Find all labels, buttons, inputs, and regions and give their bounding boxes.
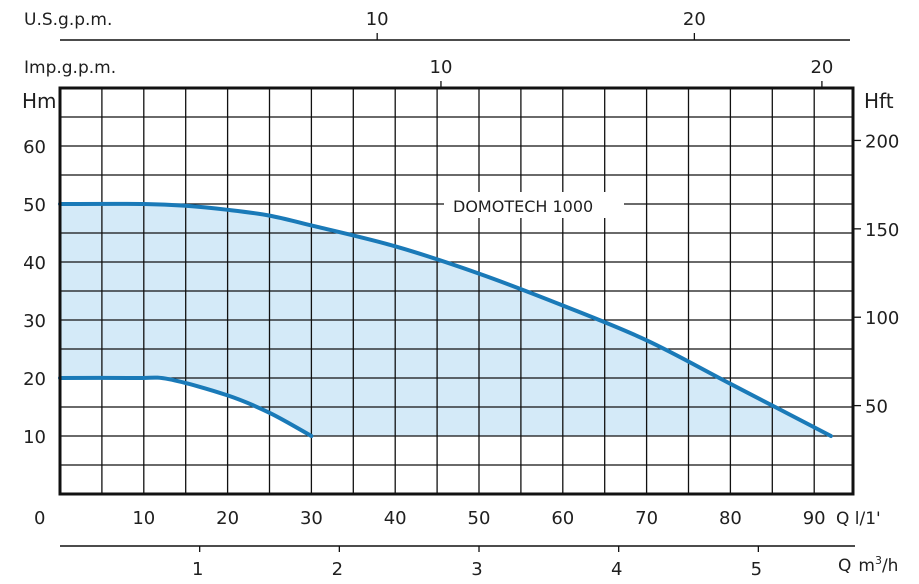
q-lmin-axis-label: Q l/1' — [836, 509, 881, 529]
x-tick-label: 20 — [216, 508, 239, 529]
y-right-tick-label: 150 — [865, 220, 899, 241]
x-tick-label: 60 — [551, 508, 574, 529]
y-tick-label: 60 — [23, 137, 46, 158]
model-name: DOMOTECH 1000 — [453, 197, 593, 216]
m3h-tick-label: 5 — [751, 559, 762, 580]
x-tick-label: 10 — [132, 508, 155, 529]
y-tick-label: 20 — [23, 369, 46, 390]
x-zero-label: 0 — [34, 508, 45, 529]
m3h-tick-label: 2 — [332, 559, 343, 580]
us-gpm-tick-label: 10 — [366, 9, 389, 30]
x-tick-label: 80 — [719, 508, 742, 529]
x-tick-label: 50 — [468, 508, 491, 529]
x-tick-label: 90 — [803, 508, 826, 529]
curves — [58, 201, 833, 438]
plot-frame — [58, 39, 855, 547]
max-head-curve — [58, 201, 833, 438]
y-right-tick-label: 100 — [865, 308, 899, 329]
tick-labels: 10 20 30 40 50 60 70 80 901020304050605010015020… — [23, 9, 899, 580]
imp-gpm-tick-label: 20 — [810, 57, 833, 78]
y-right-tick-label: 50 — [865, 397, 888, 418]
y-tick-label: 10 — [23, 427, 46, 448]
x-tick-label: 40 — [384, 508, 407, 529]
m3h-tick-label: 1 — [192, 559, 203, 580]
m3h-tick-label: 4 — [611, 559, 622, 580]
x-tick-label: 70 — [635, 508, 658, 529]
us-gpm-axis-label: U.S.g.p.m. — [24, 10, 112, 30]
x-tick-label: 30 — [300, 508, 323, 529]
min-head-curve — [58, 375, 314, 438]
y-right-tick-label: 200 — [865, 131, 899, 152]
us-gpm-tick-label: 20 — [683, 9, 706, 30]
y-tick-label: 40 — [23, 253, 46, 274]
imp-gpm-tick-label: 10 — [430, 57, 453, 78]
hm-axis-label: Hm — [22, 89, 57, 113]
m3h-tick-label: 3 — [471, 559, 482, 580]
hft-axis-label: Hft — [864, 89, 894, 113]
model-label: DOMOTECH 1000 — [444, 192, 624, 218]
y-tick-label: 50 — [23, 195, 46, 216]
y-tick-label: 30 — [23, 311, 46, 332]
imp-gpm-axis-label: Imp.g.p.m. — [24, 58, 116, 78]
